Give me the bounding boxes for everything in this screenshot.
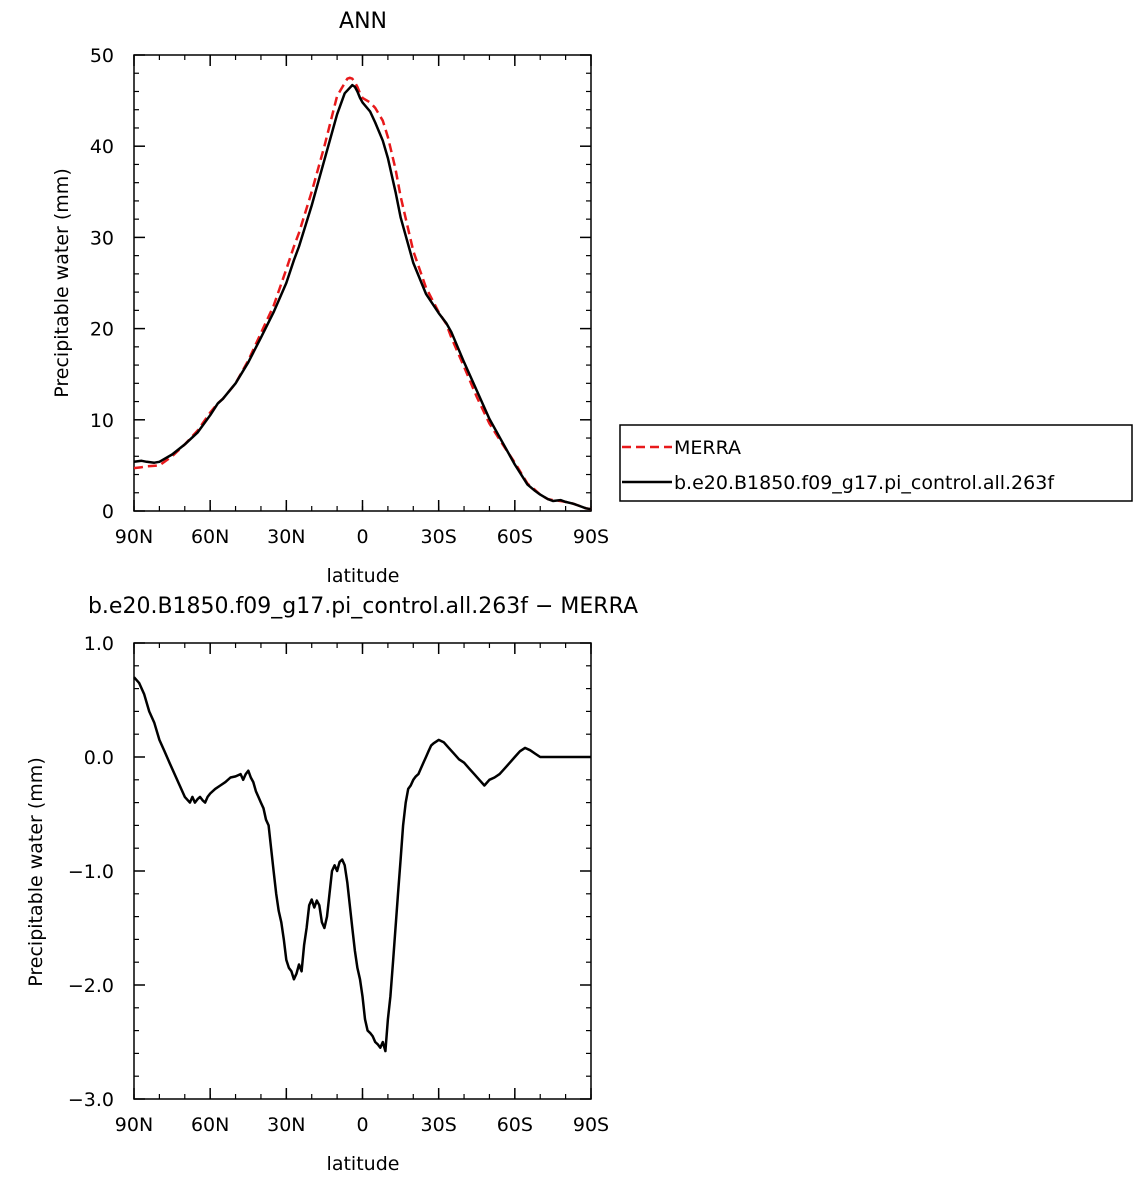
legend-label-merra: MERRA [674, 437, 741, 459]
bottom-x-tick-label: 30N [267, 1114, 305, 1136]
top-x-axis-title: latitude [327, 565, 400, 587]
bottom-series-line-0 [133, 676, 591, 1053]
bottom-chart-title: b.e20.B1850.f09_g17.pi_control.all.263f … [88, 594, 638, 619]
top-x-tick-label: 30N [267, 526, 305, 548]
top-y-tick-label: 20 [90, 319, 114, 341]
top-series-line-1 [133, 83, 592, 511]
top-panel: ANN 90N 60N 30N 0 30S 60S 90S 0 10 20 30 40 50 latit… [51, 9, 1133, 587]
top-x-tick-label: 30S [421, 526, 457, 548]
top-x-tick-label: 0 [356, 526, 368, 548]
bottom-panel: b.e20.B1850.f09_g17.pi_control.all.263f … [25, 594, 638, 1175]
bottom-x-tick-label: 90N [115, 1114, 153, 1136]
bottom-x-tick-label: 90S [573, 1114, 609, 1136]
bottom-x-tick-label: 0 [356, 1114, 368, 1136]
top-y-tick-label: 10 [90, 410, 114, 432]
bottom-plot-frame [133, 642, 592, 1100]
top-y-tick-label: 0 [102, 501, 114, 523]
top-x-tick-label: 60N [191, 526, 229, 548]
bottom-x-axis-title: latitude [327, 1153, 400, 1175]
legend: MERRA b.e20.B1850.f09_g17.pi_control.all… [619, 424, 1133, 502]
top-y-axis-title: Precipitable water (mm) [51, 168, 73, 397]
bottom-y-tick-label: 0.0 [84, 747, 114, 769]
bottom-y-tick-label: −1.0 [68, 861, 114, 883]
legend-label-model: b.e20.B1850.f09_g17.pi_control.all.263f [674, 472, 1055, 494]
top-plot-area: 90N 60N 30N 0 30S 60S 90S 0 10 20 30 40 50 [90, 45, 609, 548]
top-plot-frame [133, 54, 592, 512]
top-y-tick-label: 40 [90, 136, 114, 158]
bottom-x-tick-label: 60N [191, 1114, 229, 1136]
legend-box [619, 424, 1133, 502]
top-x-tick-label: 90S [573, 526, 609, 548]
bottom-y-tick-label: −3.0 [68, 1089, 114, 1111]
bottom-y-tick-label: −2.0 [68, 975, 114, 997]
bottom-plot-area: 90N 60N 30N 0 30S 60S 90S −3.0 −2.0 −1.0 0.0 1.0 [68, 633, 609, 1136]
top-y-tick-label: 30 [90, 227, 114, 249]
top-y-tick-label: 50 [90, 45, 114, 67]
bottom-y-tick-label: 1.0 [84, 633, 114, 655]
top-chart-title: ANN [339, 9, 387, 34]
top-series-line-0 [133, 76, 592, 511]
bottom-y-axis-title: Precipitable water (mm) [25, 757, 47, 986]
bottom-x-tick-label: 60S [497, 1114, 533, 1136]
top-x-tick-label: 60S [497, 526, 533, 548]
top-x-tick-label: 90N [115, 526, 153, 548]
bottom-x-tick-label: 30S [421, 1114, 457, 1136]
